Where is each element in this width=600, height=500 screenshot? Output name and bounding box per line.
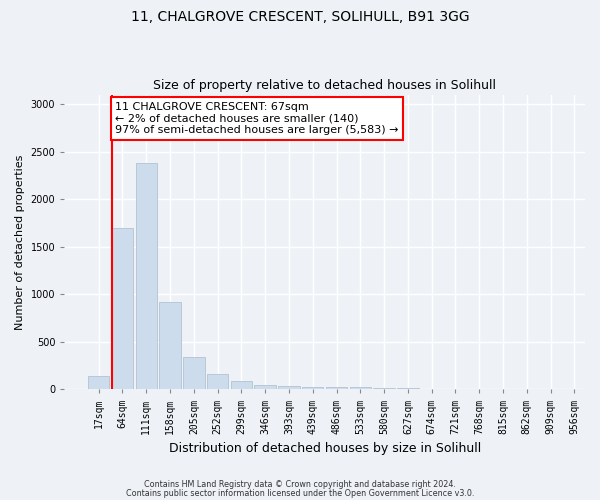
Bar [302,386,323,390]
Text: Contains HM Land Registry data © Crown copyright and database right 2024.: Contains HM Land Registry data © Crown c… [144,480,456,489]
Text: Contains public sector information licensed under the Open Government Licence v3: Contains public sector information licen… [126,489,474,498]
Bar [160,302,181,390]
Bar [326,386,347,390]
Bar [254,384,276,390]
Bar [183,357,205,390]
Y-axis label: Number of detached properties: Number of detached properties [15,154,25,330]
Bar [278,386,299,390]
Bar [397,388,419,390]
Bar [350,388,371,390]
Bar [231,381,252,390]
Bar [207,374,229,390]
Bar [136,163,157,390]
Text: 11, CHALGROVE CRESCENT, SOLIHULL, B91 3GG: 11, CHALGROVE CRESCENT, SOLIHULL, B91 3G… [131,10,469,24]
Bar [112,228,133,390]
Title: Size of property relative to detached houses in Solihull: Size of property relative to detached ho… [153,79,496,92]
Text: 11 CHALGROVE CRESCENT: 67sqm
← 2% of detached houses are smaller (140)
97% of se: 11 CHALGROVE CRESCENT: 67sqm ← 2% of det… [115,102,399,135]
Bar [373,388,395,390]
Bar [88,376,109,390]
X-axis label: Distribution of detached houses by size in Solihull: Distribution of detached houses by size … [169,442,481,455]
